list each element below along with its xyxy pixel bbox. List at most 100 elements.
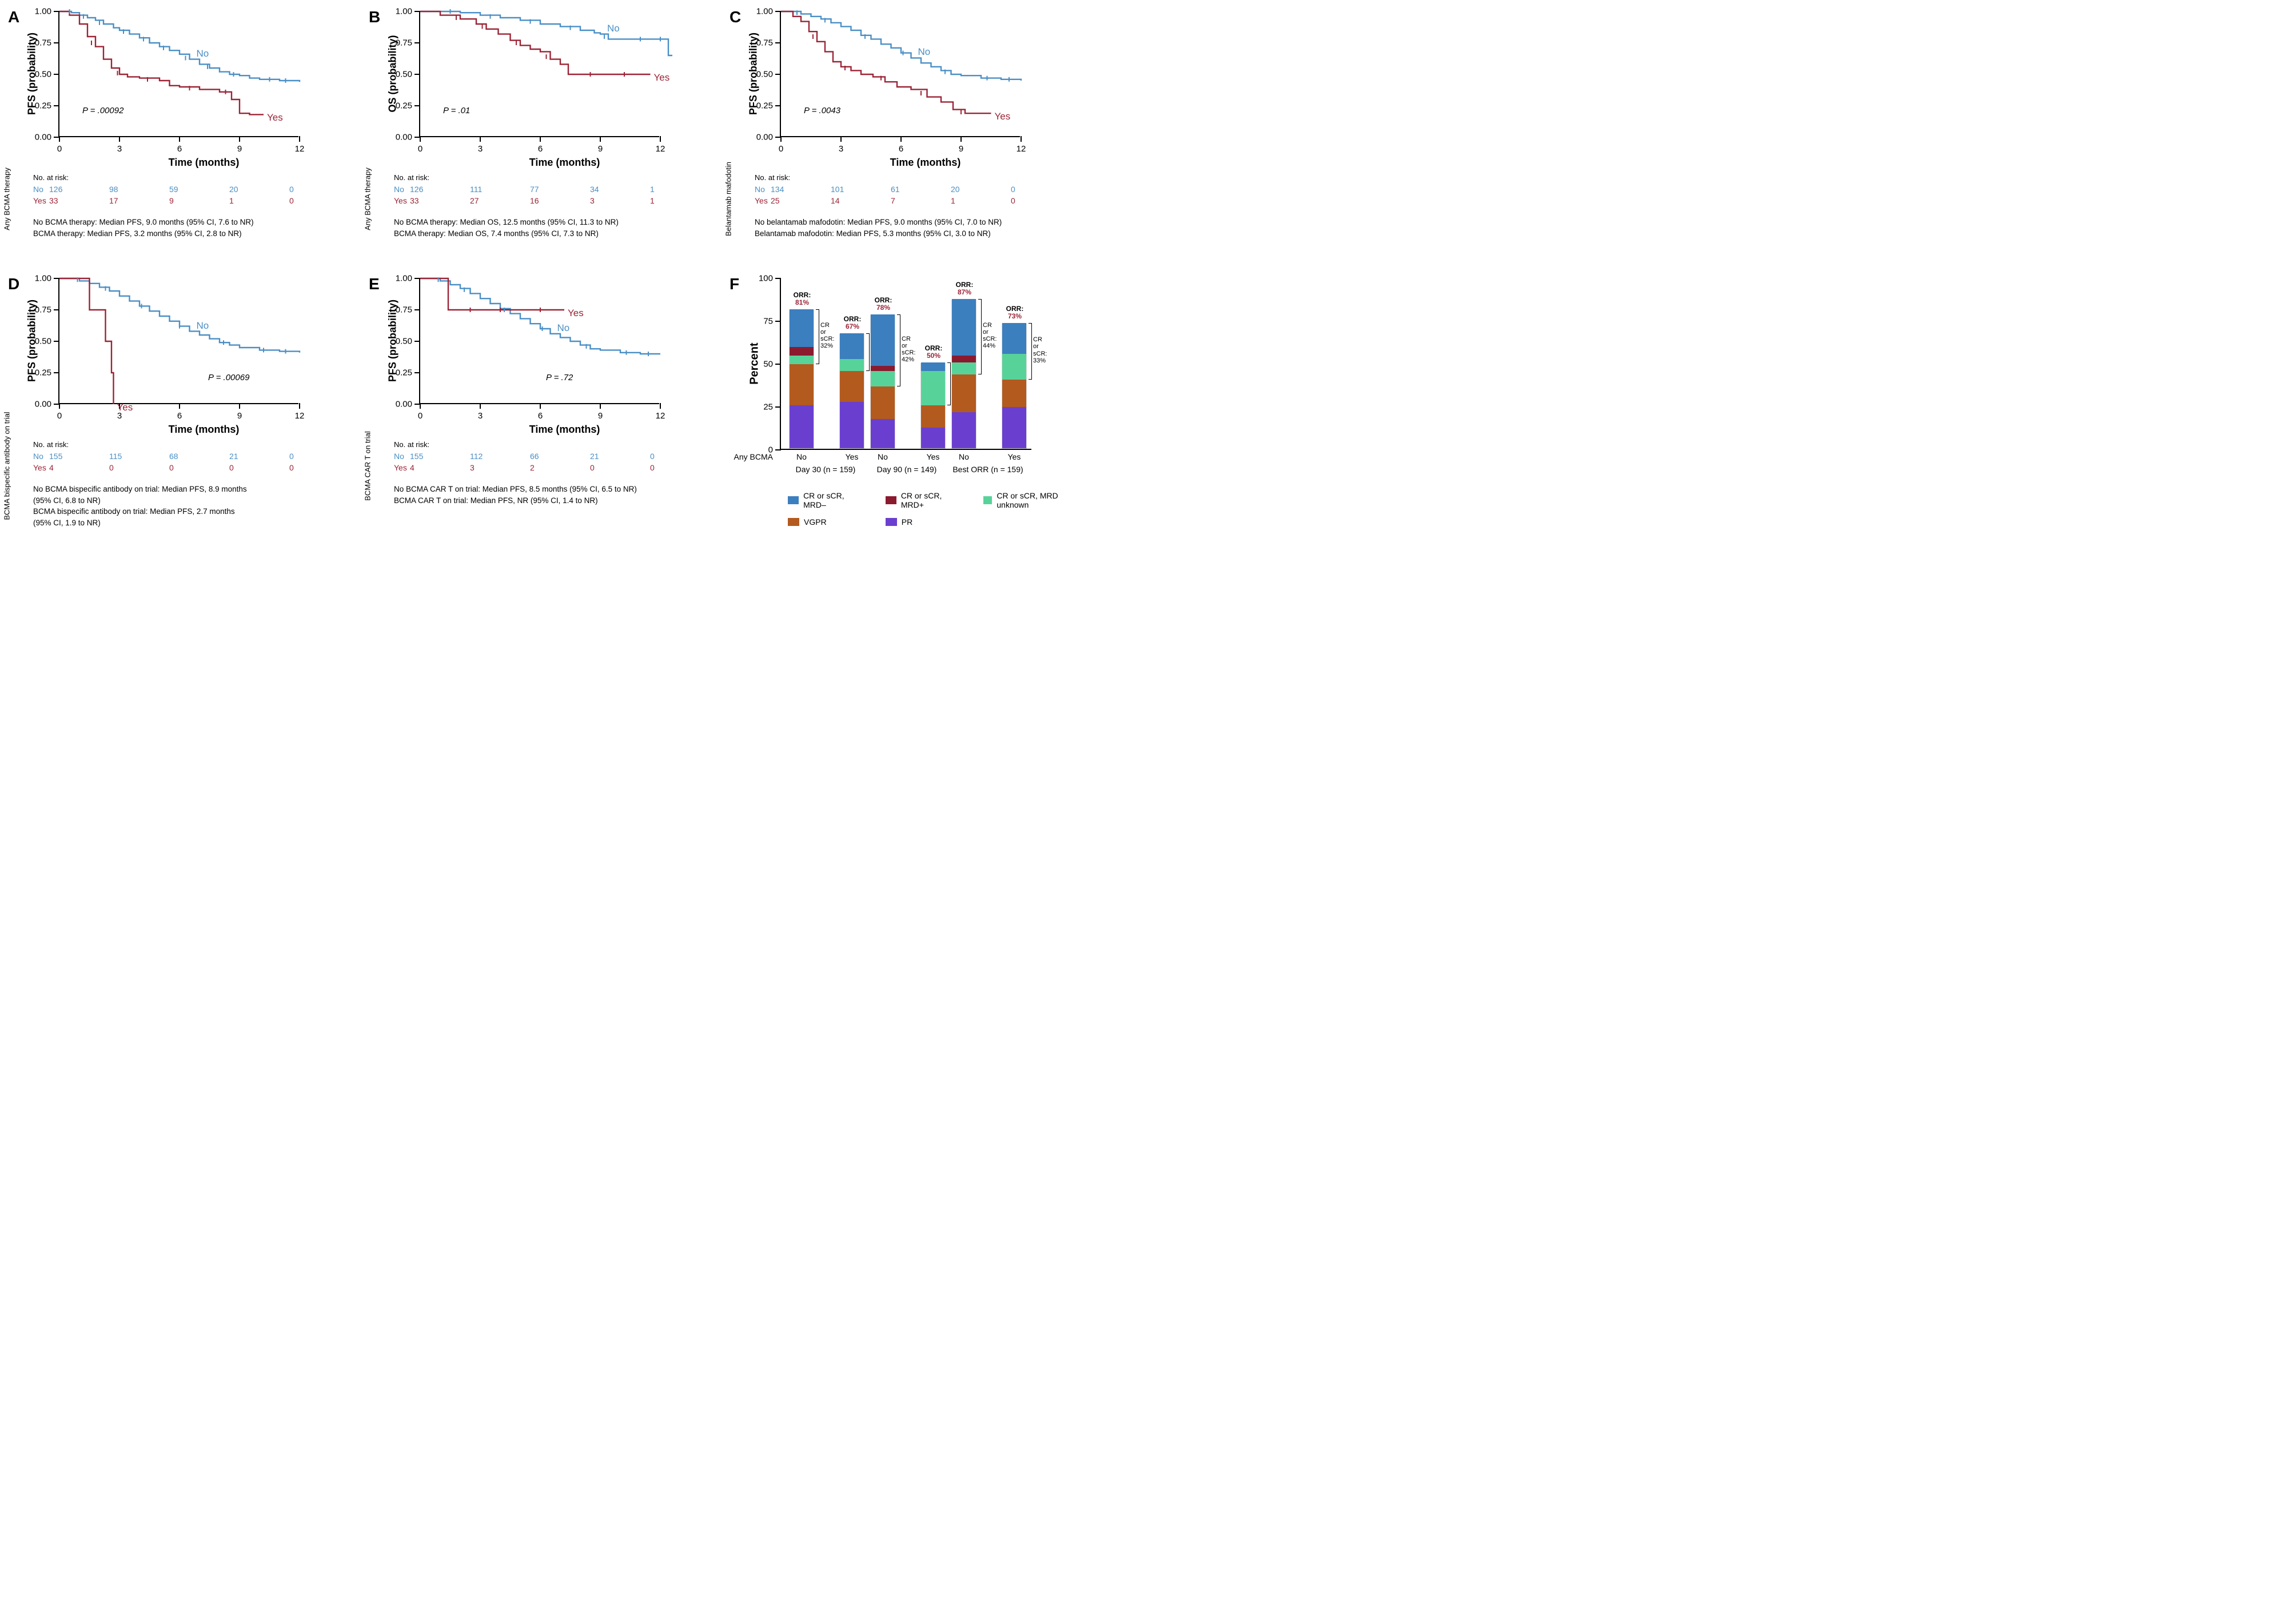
legend-swatch (983, 496, 992, 504)
bar-seg-cr_unk (790, 356, 814, 364)
cr-bracket (816, 309, 819, 364)
bar-seg-pr (952, 412, 976, 448)
bar-seg-cr_unk (952, 362, 976, 374)
bar-xlab-no: No (959, 452, 969, 461)
panel-label-B: B (369, 8, 380, 26)
x-axis-label: Time (months) (58, 424, 349, 436)
bar-seg-cr_neg (1002, 323, 1026, 354)
cr-bracket-label: CRorsCR:33% (1033, 336, 1054, 364)
risk-table: No. at risk: No15511266210 Yes43200 (419, 440, 710, 473)
legend-swatch (788, 496, 799, 504)
bar-seg-cr_unk (921, 371, 945, 405)
orr-label: ORR:67% (840, 316, 865, 332)
panel-caption: No BCMA CAR T on trial: Median PFS, 8.5 … (394, 484, 710, 506)
legend-item: CR or sCR, MRD unknown (983, 491, 1071, 509)
p-value: P = .0043 (804, 106, 840, 115)
panel-B: B OS (probability) 0.00 0.25 0.50 0.75 1… (372, 11, 710, 261)
bar-seg-cr_pos (871, 366, 895, 371)
bar-seg-cr_neg (871, 314, 895, 366)
bar-seg-pr (840, 402, 864, 448)
km-wrap-C: PFS (probability) 0.00 0.25 0.50 0.75 1.… (748, 11, 1071, 239)
curve-label-no: No (197, 320, 209, 332)
bar-seg-cr_pos (790, 347, 814, 356)
panel-D: D PFS (probability) 0.00 0.25 0.50 0.75 … (11, 278, 349, 528)
bar-group-label: Day 30 (n = 159) (796, 465, 856, 474)
orr-label: ORR:78% (871, 297, 896, 313)
km-svg-A (59, 11, 298, 136)
legend-label: VGPR (804, 517, 827, 527)
cr-bracket (866, 333, 870, 371)
bar-seg-cr_neg (952, 299, 976, 356)
stacked-bar-no: ORR:81% CRorsCR:32% (789, 310, 814, 449)
legend-swatch (886, 518, 897, 526)
km-plot-C: PFS (probability) 0.00 0.25 0.50 0.75 1.… (780, 11, 1020, 137)
risk-table: No. at risk: No12611177341 Yes33271631 (419, 173, 710, 206)
bar-xlab-yes: Yes (927, 452, 940, 461)
km-svg-D (59, 278, 298, 403)
cr-bracket (978, 299, 982, 374)
bar-seg-pr (871, 419, 895, 448)
panel-caption: No BCMA therapy: Median PFS, 9.0 months … (33, 217, 349, 239)
orr-label: ORR:87% (952, 281, 977, 297)
stacked-bar-yes: ORR:67% CRorsCR:24% (839, 334, 864, 449)
cr-bracket (897, 314, 900, 386)
x-axis-label: Time (months) (419, 424, 710, 436)
legend-item: VGPR (788, 517, 866, 527)
cr-bracket-label: CRorsCR:42% (902, 336, 922, 363)
legend-swatch (886, 496, 896, 504)
legend-item: PR (886, 517, 964, 527)
cr-bracket-label: CRorsCR:32% (820, 322, 841, 349)
bar-seg-vgpr (921, 405, 945, 428)
figure-grid: A PFS (probability) 0.00 0.25 0.50 0.75 … (11, 11, 903, 529)
bar-seg-cr_neg (921, 362, 945, 371)
cr-bracket (947, 362, 951, 405)
km-plot-B: OS (probability) 0.00 0.25 0.50 0.75 1.0… (419, 11, 659, 137)
km-plot-A: PFS (probability) 0.00 0.25 0.50 0.75 1.… (58, 11, 298, 137)
bar-seg-cr_unk (1002, 354, 1026, 380)
bar-y-label: Percent (748, 343, 762, 385)
cr-bracket (1029, 323, 1032, 380)
legend-label: CR or sCR, MRD unknown (996, 491, 1071, 509)
km-wrap-A: PFS (probability) 0.00 0.25 0.50 0.75 1.… (26, 11, 349, 239)
p-value: P = .01 (443, 106, 470, 115)
risk-header: No. at risk: (394, 173, 710, 182)
risk-row-yes: Yes3317910 (58, 195, 349, 206)
risk-row-yes: Yes40000 (58, 462, 349, 473)
risk-row-no: No13410161200 (780, 184, 1071, 195)
bar-seg-vgpr (1002, 380, 1026, 407)
panel-label-D: D (8, 275, 19, 293)
risk-row-no: No15511568210 (58, 450, 349, 462)
bar-xlab-yes: Yes (1008, 452, 1021, 461)
legend-label: CR or sCR, MRD– (803, 491, 866, 509)
bar-seg-vgpr (871, 386, 895, 419)
km-wrap-B: OS (probability) 0.00 0.25 0.50 0.75 1.0… (387, 11, 710, 239)
km-plot-E: PFS (probability) 0.00 0.25 0.50 0.75 1.… (419, 278, 659, 404)
km-svg-E (420, 278, 659, 403)
risk-side-label: BCMA CAR T on trial (364, 431, 372, 501)
bar-seg-cr_unk (871, 371, 895, 386)
bar-seg-vgpr (952, 374, 976, 412)
km-svg-B (420, 11, 659, 136)
risk-row-yes: Yes43200 (419, 462, 710, 473)
orr-label: ORR:50% (921, 345, 946, 361)
bar-seg-cr_unk (840, 359, 864, 371)
stacked-bar-no: ORR:78% CRorsCR:42% (870, 315, 895, 449)
panel-caption: No belantamab mafodotin: Median PFS, 9.0… (755, 217, 1071, 239)
risk-row-yes: Yes33271631 (419, 195, 710, 206)
p-value: P = .00092 (82, 106, 123, 115)
barchart-wrap: Percent 0 25 50 75 100 ORR:81% CRorsCR:3… (748, 278, 1071, 527)
risk-header: No. at risk: (394, 440, 710, 449)
panel-label-F: F (730, 275, 739, 293)
risk-side-label: Any BCMA therapy (3, 168, 11, 230)
bar-seg-pr (921, 428, 945, 448)
x-axis-label: Time (months) (58, 157, 349, 169)
bar-seg-cr_neg (790, 309, 814, 347)
legend-item: CR or sCR, MRD– (788, 491, 866, 509)
km-plot-D: PFS (probability) 0.00 0.25 0.50 0.75 1.… (58, 278, 298, 404)
risk-row-no: No15511266210 (419, 450, 710, 462)
curve-label-yes: Yes (654, 72, 670, 83)
km-wrap-E: PFS (probability) 0.00 0.25 0.50 0.75 1.… (387, 278, 710, 506)
curve-label-no: No (607, 23, 620, 34)
risk-header: No. at risk: (33, 440, 349, 449)
risk-table: No. at risk: No15511568210 Yes40000 (58, 440, 349, 473)
